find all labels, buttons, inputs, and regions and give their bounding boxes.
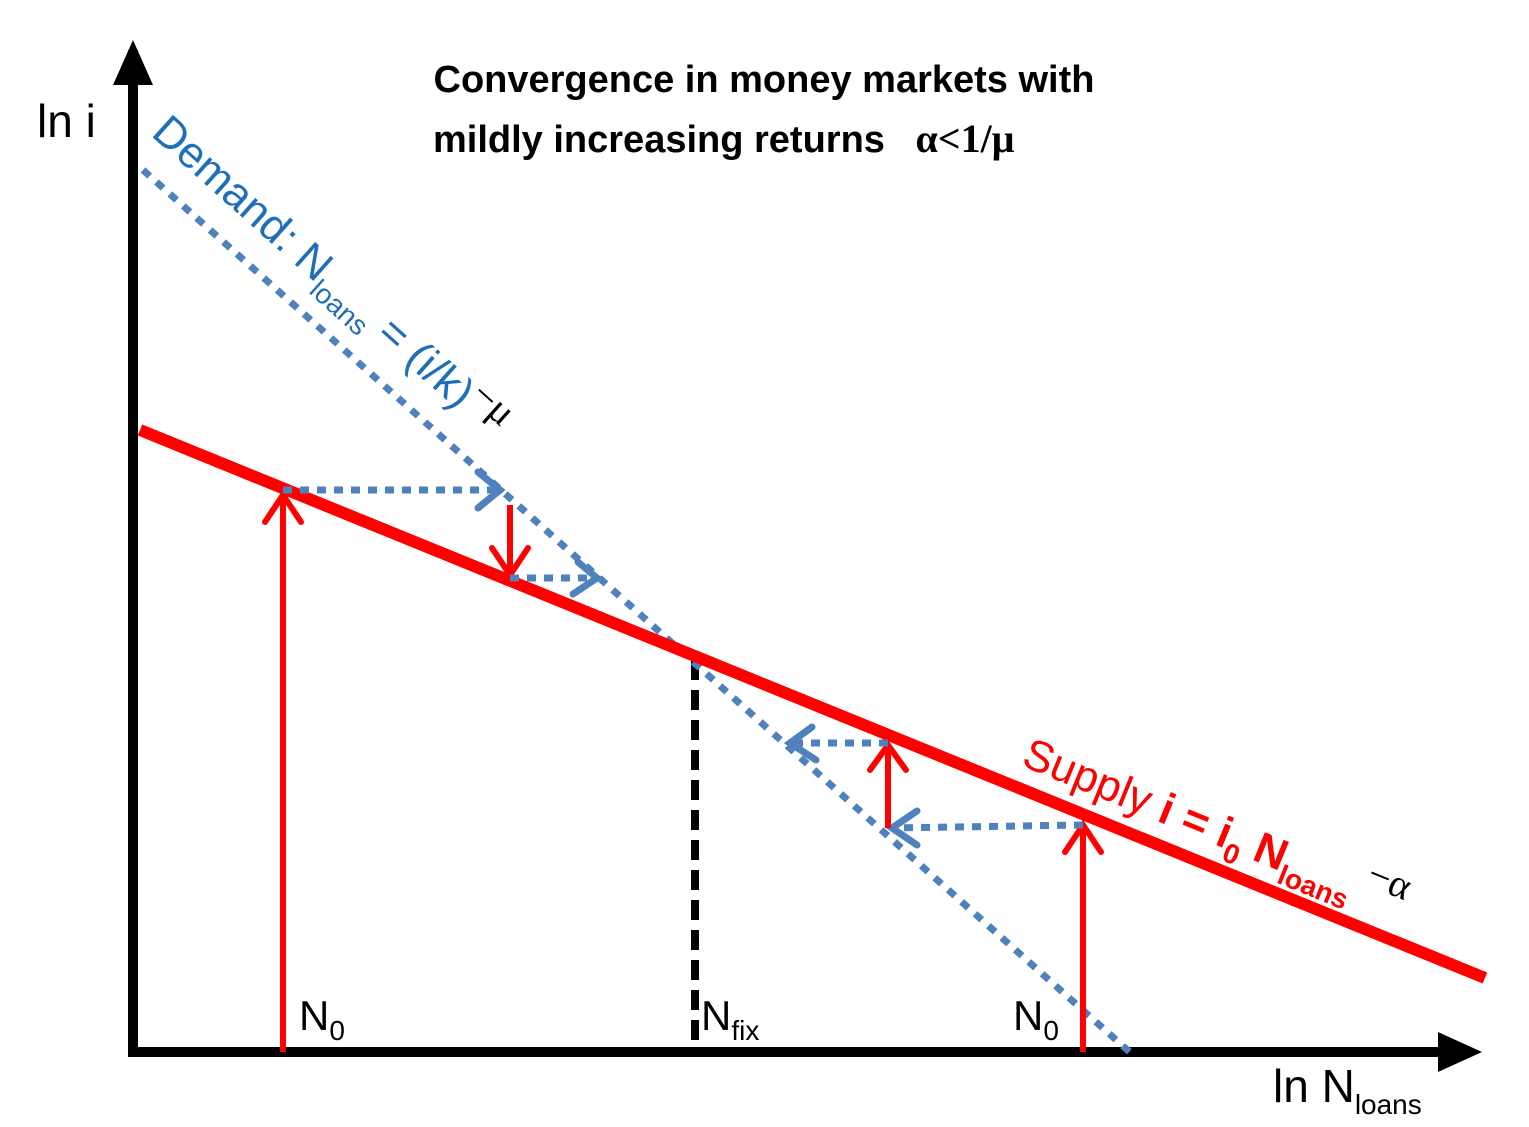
x-axis-label-main: ln N (1273, 1060, 1355, 1112)
left-horizontal-arrow-1 (283, 468, 506, 512)
left-initial-up-arrow (262, 489, 304, 1052)
y-axis-label: ln i (37, 95, 96, 147)
x-axis-label: ln Nloans (1273, 1060, 1422, 1120)
y-axis-arrowhead (113, 40, 153, 85)
x-axis-arrowhead (1438, 1032, 1482, 1072)
n0-left-label: N0 (299, 992, 345, 1046)
right-horizontal-arrow-2 (783, 723, 888, 764)
left-horizontal-arrow-2 (510, 558, 603, 598)
right-horizontal-arrow-1 (885, 807, 1084, 849)
axes (113, 40, 1482, 1072)
title-line-2: mildly increasing returns α<1/μ (433, 116, 1015, 161)
supply-curve (137, 424, 1488, 984)
right-up-arrow (867, 739, 909, 828)
title-line-2-text: mildly increasing returns (433, 119, 885, 161)
demand-curve (140, 167, 1136, 1058)
n0-right-label: N0 (1013, 992, 1059, 1046)
title-condition: α<1/μ (915, 116, 1014, 161)
left-down-arrow (489, 505, 531, 581)
title-line-1: Convergence in money markets with (434, 59, 1095, 101)
right-initial-up-arrow (1062, 819, 1104, 1052)
x-axis-label-sub: loans (1355, 1089, 1422, 1120)
nfix-label: Nfix (701, 992, 759, 1046)
